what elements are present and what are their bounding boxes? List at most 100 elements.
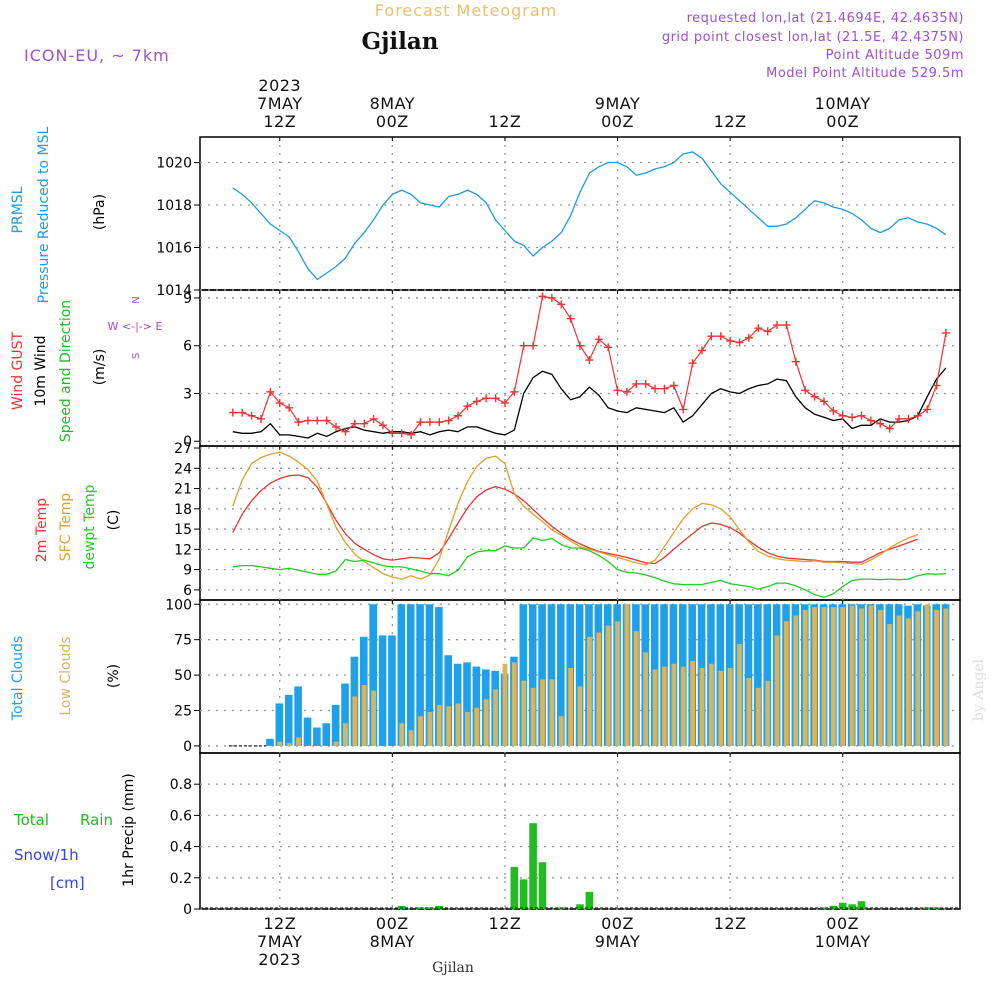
gust-marker: [716, 332, 725, 341]
low-cloud-bar: [718, 670, 724, 746]
location-title: Gjilan: [361, 28, 438, 55]
low-cloud-bar: [493, 689, 498, 746]
low-cloud-bar: [765, 680, 771, 746]
low-cloud-bar: [943, 608, 949, 746]
gust-marker: [651, 384, 660, 393]
pressure-unit: (hPa): [92, 194, 108, 230]
grid-point-coords: grid point closest lon,lat (21.5E, 42.43…: [662, 30, 964, 45]
top-axis-label: 7MAY: [257, 94, 302, 113]
top-axis-label: 2023: [258, 76, 301, 95]
gust-marker: [294, 418, 303, 427]
gust-marker: [266, 387, 275, 396]
low-cloud-bar: [605, 625, 611, 746]
total-cloud-bar: [284, 694, 293, 746]
total-cloud-bar: [425, 604, 434, 746]
y-tick-label: 9: [183, 563, 192, 579]
total-cloud-bar: [266, 738, 274, 746]
precip-bar: [848, 904, 856, 909]
gust-marker: [735, 338, 744, 347]
gust-marker: [754, 324, 763, 333]
low-cloud-bar: [502, 663, 508, 746]
y-tick-label: 9: [183, 291, 192, 307]
gust-marker: [904, 414, 913, 423]
wind-gust-line: [232, 295, 947, 436]
low-cloud-bar: [446, 706, 452, 746]
total-cloud-bar: [463, 662, 471, 746]
gust-marker: [604, 343, 613, 352]
total-cloud-bar: [331, 704, 340, 746]
low-cloud-bar: [652, 669, 658, 746]
gust-marker: [463, 402, 472, 411]
y-tick-label: 1014: [156, 283, 192, 299]
low-cloud-bar: [596, 632, 602, 746]
gust-marker: [838, 411, 847, 420]
low-cloud-bar: [868, 605, 874, 746]
total-cloud-bar: [322, 723, 331, 746]
total-cloud-bar: [763, 604, 772, 746]
low-cloud-bar: [737, 643, 742, 746]
total-cloud-bar: [303, 717, 312, 746]
y-tick-label: 0: [183, 902, 192, 918]
compass-south: S: [131, 353, 142, 359]
bottom-axis-label: 12Z: [263, 914, 296, 933]
gust-marker: [688, 359, 697, 368]
precip-bar: [426, 907, 434, 909]
low-cloud-bar: [802, 609, 808, 746]
total-cloud-bar: [435, 607, 443, 746]
gust-marker: [378, 421, 387, 430]
low-cloud-bar: [643, 652, 649, 746]
precip-bar: [435, 905, 444, 909]
gust-marker: [360, 419, 369, 428]
bottom-axis-label: 12Z: [489, 914, 522, 933]
low-cloud-bar: [615, 621, 620, 746]
gust-marker: [857, 411, 866, 420]
y-tick-label: 1020: [156, 156, 192, 172]
gust-marker: [435, 418, 444, 427]
y-tick-label: 0.2: [170, 871, 192, 887]
precip-bar: [820, 907, 828, 909]
gust-marker: [275, 399, 284, 408]
direction-label: Speed and Direction: [58, 300, 74, 442]
total-cloud-bar: [275, 703, 284, 746]
total-cloud-bar: [416, 604, 424, 746]
total-cloud-bar: [528, 604, 537, 746]
low-cloud-bar: [568, 668, 574, 746]
bottom-axis-label: 7MAY: [257, 932, 302, 951]
top-axis-label: 00Z: [376, 112, 409, 131]
total-cloud-bar: [547, 604, 556, 746]
gust-marker: [547, 293, 556, 302]
gust-marker: [491, 394, 500, 403]
low-cloud-bar: [812, 607, 817, 746]
y-tick-label: 12: [174, 542, 192, 558]
low-cloud-bar: [624, 604, 630, 746]
gust-marker: [472, 397, 481, 406]
top-axis-label: 9MAY: [595, 94, 640, 113]
gust-marker: [660, 384, 669, 393]
precip-bar: [585, 891, 594, 909]
gust-marker: [932, 381, 941, 390]
gust-marker: [332, 422, 341, 431]
low-cloud-bar: [474, 707, 480, 746]
gust-marker: [238, 408, 247, 417]
total-cloud-bar: [378, 635, 387, 746]
pressure-label-2: Pressure Reduced to MSL: [36, 126, 52, 303]
gust-marker: [538, 292, 547, 301]
bottom-axis-label: 9MAY: [595, 932, 640, 951]
y-tick-label: 0.6: [170, 808, 192, 824]
gust-marker: [866, 416, 875, 425]
gust-marker: [322, 416, 331, 425]
bottom-axis-label: 12Z: [714, 914, 747, 933]
total-cloud-bar: [754, 604, 762, 746]
precip-axis-label: 1hr Precip (mm): [121, 773, 137, 886]
bottom-axis-label: 10MAY: [815, 932, 871, 951]
low-cloud-bar: [483, 699, 489, 746]
low-cloud-bar: [821, 607, 827, 746]
low-cloud-bar: [671, 663, 677, 746]
low-cloud-bar: [352, 696, 358, 746]
total-cloud-bar: [744, 604, 753, 746]
gust-marker: [819, 397, 828, 406]
gust-marker: [895, 414, 904, 423]
low-cloud-bar: [558, 716, 564, 746]
